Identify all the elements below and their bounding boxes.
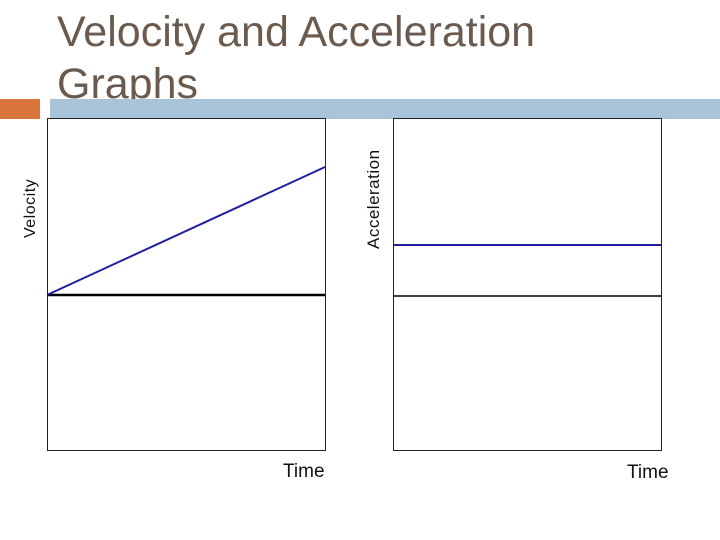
title-accent-bar bbox=[50, 99, 720, 119]
velocity-series-line bbox=[46, 166, 326, 296]
acceleration-chart-frame bbox=[393, 118, 662, 451]
acceleration-time-label: Time bbox=[627, 462, 669, 483]
velocity-chart-frame bbox=[47, 118, 326, 451]
title-accent-orange bbox=[0, 99, 40, 119]
velocity-time-label: Time bbox=[283, 461, 325, 482]
